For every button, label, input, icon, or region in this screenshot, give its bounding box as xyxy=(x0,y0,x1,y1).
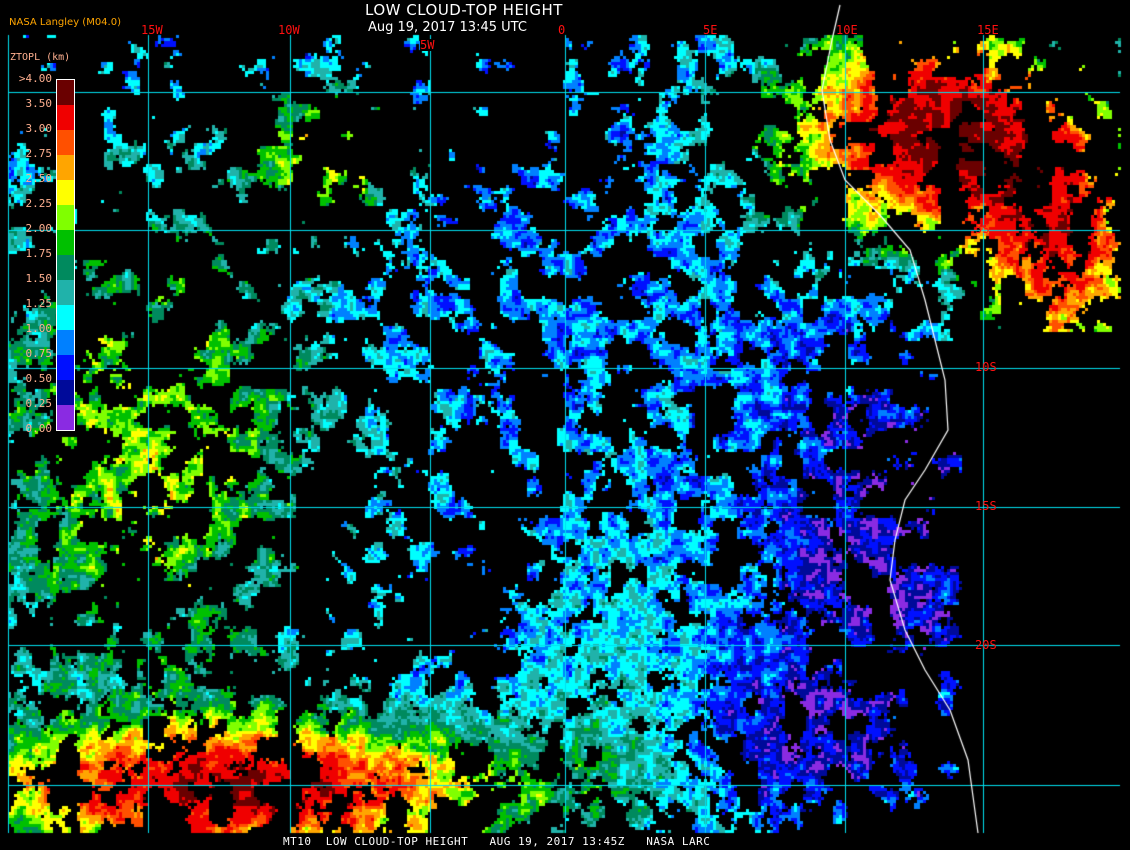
legend-label: 0.50 xyxy=(25,372,53,385)
legend-label: 2.75 xyxy=(25,147,53,160)
lat-label: 15S xyxy=(975,499,997,513)
legend-label: 0.25 xyxy=(25,397,53,410)
lon-label: 15E xyxy=(977,23,999,37)
brand-label: NASA Langley (M04.0) xyxy=(9,17,121,28)
legend-label: 2.25 xyxy=(25,197,53,210)
legend-label: 3.50 xyxy=(25,97,53,110)
legend-title: ZTOPL (km) xyxy=(10,52,71,63)
legend-swatch xyxy=(57,280,74,305)
map-title: LOW CLOUD-TOP HEIGHT xyxy=(365,1,563,19)
legend-swatch xyxy=(57,305,74,330)
legend-swatch xyxy=(57,230,74,255)
legend-swatch xyxy=(57,205,74,230)
legend-swatch xyxy=(57,380,74,405)
lon-label: 5E xyxy=(703,23,718,37)
footer-caption: MT10 LOW CLOUD-TOP HEIGHT AUG 19, 2017 1… xyxy=(283,835,711,848)
lat-label: 10S xyxy=(975,360,997,374)
legend-swatch xyxy=(57,255,74,280)
legend-swatch xyxy=(57,180,74,205)
lat-label: 5S xyxy=(975,222,990,236)
lon-label: 5W xyxy=(420,38,435,52)
legend-swatch xyxy=(57,330,74,355)
legend-swatch xyxy=(57,405,74,430)
legend-label: 1.50 xyxy=(25,272,53,285)
lon-label: 0 xyxy=(558,23,566,37)
lon-label: 15W xyxy=(141,23,163,37)
lat-label: 20S xyxy=(975,638,997,652)
legend-label: 2.50 xyxy=(25,172,53,185)
color-scale-bar xyxy=(56,79,75,431)
legend-label: 1.00 xyxy=(25,322,53,335)
legend-label: 0.75 xyxy=(25,347,53,360)
legend-swatch xyxy=(57,155,74,180)
legend-label: 0.00 xyxy=(25,422,53,435)
legend-label: >4.00 xyxy=(18,72,52,85)
map-timestamp: Aug 19, 2017 13:45 UTC xyxy=(368,20,527,35)
legend-swatch xyxy=(57,105,74,130)
legend-label: 1.25 xyxy=(25,297,53,310)
lon-label: 10E xyxy=(836,23,858,37)
legend-swatch xyxy=(57,130,74,155)
lon-label: 10W xyxy=(278,23,300,37)
legend-label: 1.75 xyxy=(25,247,53,260)
legend-swatch xyxy=(57,355,74,380)
legend-label: 3.00 xyxy=(25,122,53,135)
legend-swatch xyxy=(57,80,74,105)
legend-label: 2.00 xyxy=(25,222,53,235)
